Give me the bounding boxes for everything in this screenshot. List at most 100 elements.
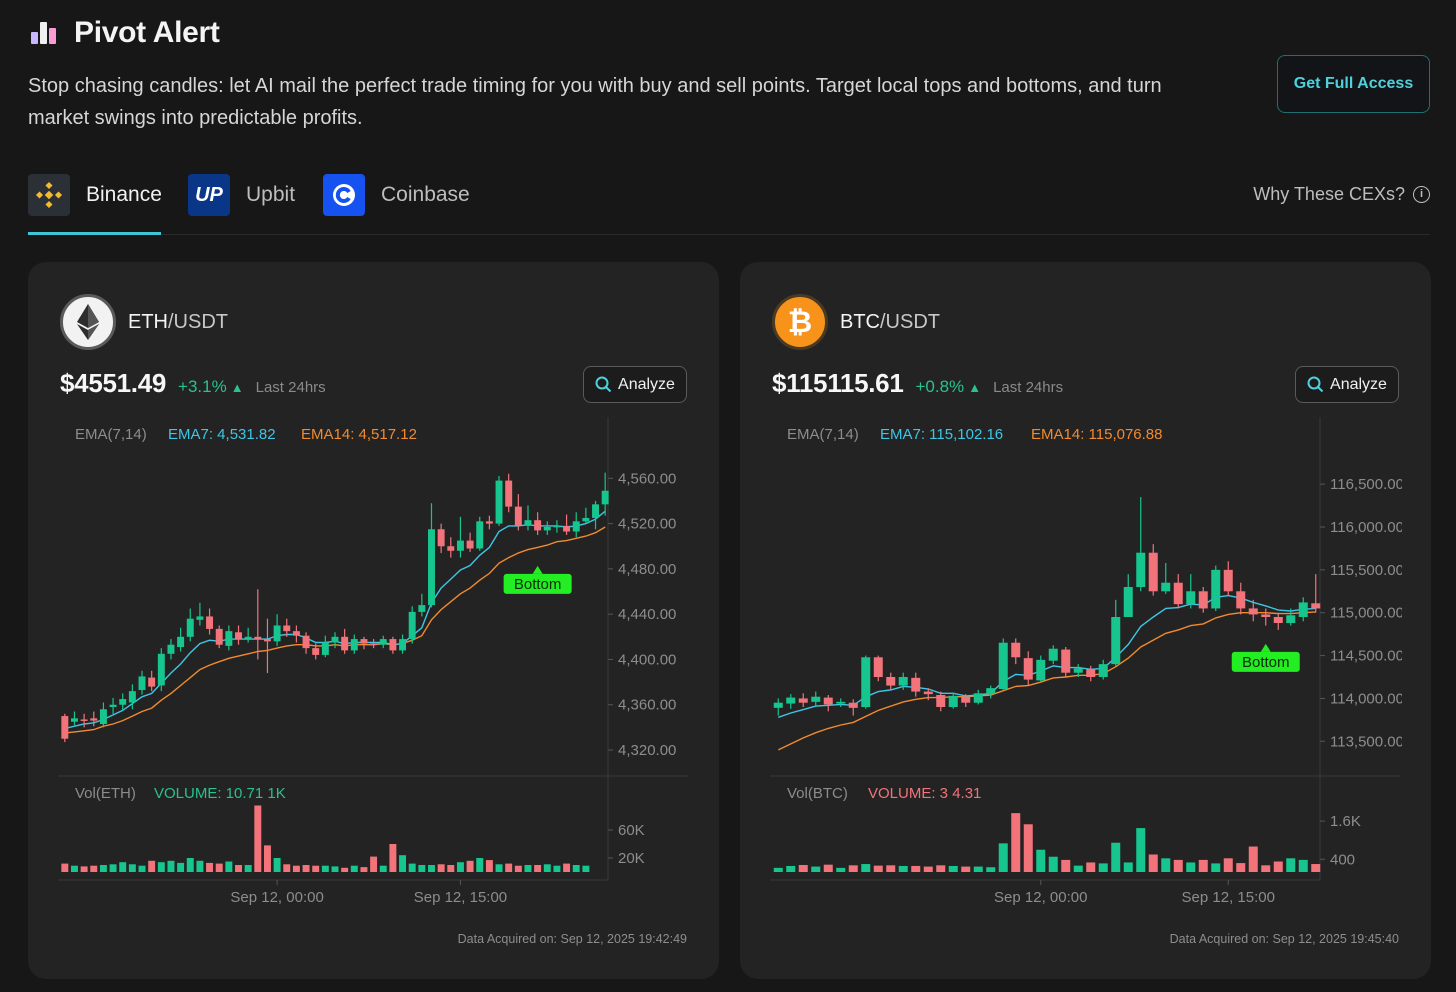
app-title: Pivot Alert [74,16,220,49]
candle-body [786,697,796,704]
candle-body [244,636,252,640]
volume-bar [1273,861,1283,872]
price-tick-label: 4,400.00 [618,651,676,668]
candle-body [1011,642,1021,658]
price-tick-label: 4,560.00 [618,470,676,487]
candle-body [592,504,599,518]
ema-legend-label: EMA(7,14) [787,426,859,443]
volume-bar [456,862,464,872]
time-tick-label: Sep 12, 15:00 [414,889,507,906]
time-tick-label: Sep 12, 00:00 [994,889,1087,906]
volume-bar [534,865,542,872]
bitcoin-icon: ₿ [772,294,828,350]
candle-body [1198,591,1208,609]
ema-legend-label: EMA(7,14) [75,426,147,443]
volume-bar [447,865,455,872]
volume-bar [1236,863,1246,872]
ema14-line [64,526,606,734]
candle-body [1098,664,1108,677]
volume-bar [786,865,796,872]
price-tick-label: 4,480.00 [618,561,676,578]
candle-body [886,677,896,686]
candle-body [973,693,983,703]
volume-bar [206,862,214,872]
bottom-marker-label: Bottom [1242,654,1290,671]
volume-bar [399,855,407,872]
volume-bar [514,865,522,872]
price-tick-label: 4,520.00 [618,516,676,533]
volume-bar [370,856,378,872]
volume-bar [1123,862,1133,872]
volume-bar [873,865,883,872]
tab-upbit-label: Upbit [246,183,296,206]
volume-bar [379,865,387,872]
why-these-cexs-link[interactable]: Why These CEXs? i [1253,184,1430,205]
price-tick-label: 116,000.00 [1330,519,1402,536]
arrow-up-icon: ▲ [968,379,982,395]
volume-bar [998,843,1008,872]
volume-bar [798,865,808,872]
candle-body [321,642,329,655]
volume-bar [948,865,958,872]
tab-coinbase[interactable]: Coinbase [323,174,470,234]
candle-body [1248,608,1258,615]
candle-body [1123,587,1133,617]
candle-body [447,546,455,551]
volume-bar [1148,854,1158,872]
candle-body [418,605,426,612]
header: Pivot Alert Stop chasing candles: let AI… [28,14,1430,129]
candle-body [109,704,117,707]
price-change: +3.1% ▲ [178,377,244,396]
candle-body [911,677,921,692]
volume-bar [128,864,136,872]
volume-bar [1286,858,1296,872]
volume-bar [923,866,933,872]
volume-bar [157,862,165,872]
volume-bar [1161,858,1171,872]
candle-body [263,639,271,642]
candle-body [1136,552,1146,587]
candle-body [1273,617,1283,623]
volume-bar [1223,858,1233,872]
volume-bar [936,865,946,872]
candle-body [485,521,493,524]
candle-body [1186,591,1196,605]
candle-body [936,695,946,707]
candle-body [1023,658,1033,680]
candle-body [254,636,262,640]
volume-bar [138,865,146,872]
eth-candlestick-chart[interactable]: EMA(7,14) EMA7: 4,531.82 EMA14: 4,517.12… [58,417,690,917]
time-tick-label: Sep 12, 00:00 [230,889,323,906]
app-description: Stop chasing candles: let AI mail the pe… [28,75,1162,129]
volume-bar [466,860,474,872]
volume-bar [1111,842,1121,872]
candle-body [495,480,503,524]
analyze-button[interactable]: Analyze [1295,366,1399,403]
tab-binance[interactable]: Binance [28,174,162,235]
price-tick-label: 114,500.00 [1330,648,1402,665]
candle-body [119,699,127,705]
bottom-marker-arrow [1260,643,1271,652]
search-icon [595,376,612,393]
tab-upbit[interactable]: UP Upbit [188,174,295,234]
ethereum-icon [60,294,116,350]
btc-chart-card: ₿ BTC/USDT $115115.61 +0.8% ▲ Last 24hrs … [740,262,1431,979]
change-period: Last 24hrs [255,379,326,396]
volume-bar [811,866,821,872]
candle-body [798,698,808,703]
analyze-button[interactable]: Analyze [583,366,687,403]
bottom-marker [503,573,572,594]
volume-bar [215,863,223,872]
candle-body [898,677,908,686]
volume-bar [225,861,233,872]
bottom-marker-label: Bottom [514,576,562,593]
volume-legend: VOLUME: 10.71 1K [154,785,286,802]
volume-bar [90,865,98,872]
volume-bar [119,862,127,872]
get-full-access-button[interactable]: Get Full Access [1277,55,1430,113]
candle-body [341,636,349,651]
btc-candlestick-chart[interactable]: EMA(7,14) EMA7: 115,102.16 EMA14: 115,07… [770,417,1402,917]
coinbase-logo-icon [323,174,365,216]
candle-body [292,631,300,636]
volume-bar [961,866,971,872]
